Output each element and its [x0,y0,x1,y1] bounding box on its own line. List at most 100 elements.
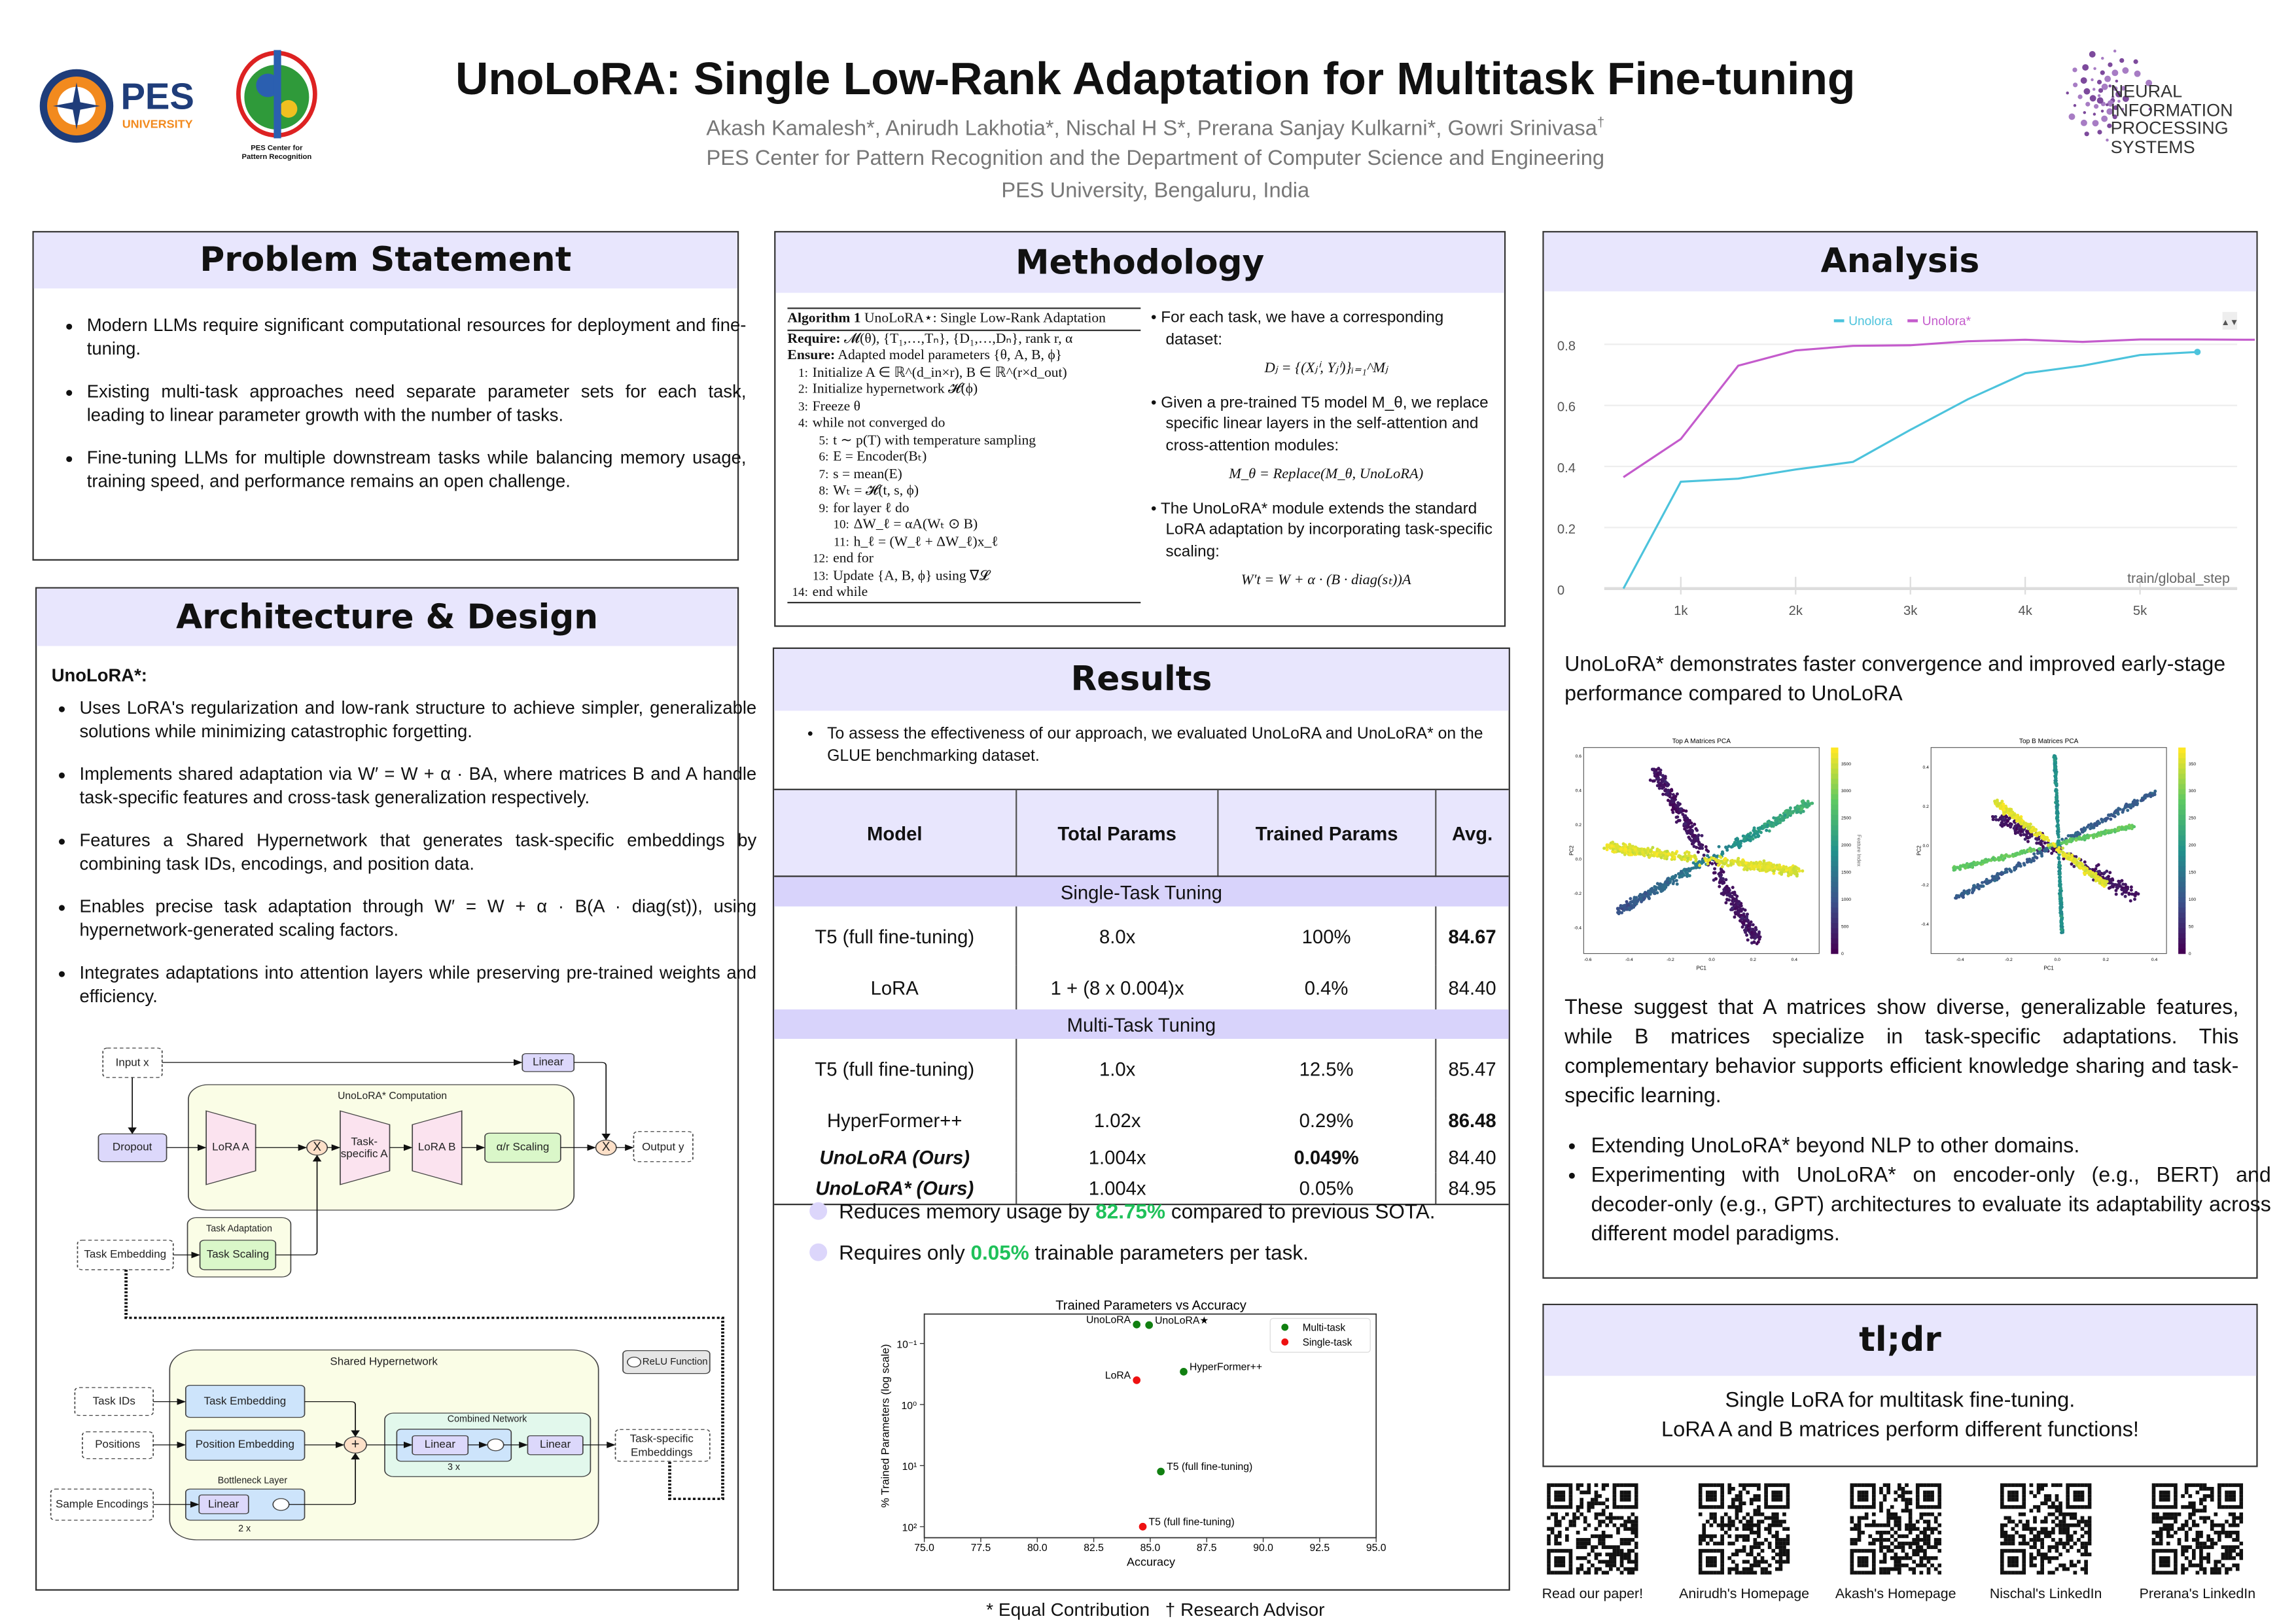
pca-point [2022,862,2026,865]
qr-module [1717,1542,1721,1546]
qr-module [1631,1549,1634,1553]
qr-module [1898,1571,1901,1575]
qr-module [1547,1516,1551,1520]
pca-point [1735,838,1738,841]
qr-code-link[interactable]: Prerana's LinkedIn [2138,1483,2256,1602]
qr-code-icon[interactable] [1699,1483,1790,1574]
colorbar-segment [1831,886,1838,892]
qr-module [1886,1531,1890,1535]
qr-module [2051,1531,2055,1535]
colorbar-segment [1831,763,1838,769]
qr-module [1854,1505,1858,1509]
qr-module [2030,1527,2034,1531]
qr-module [1782,1505,1786,1509]
pca-point [2008,809,2011,812]
qr-module [1919,1560,1923,1564]
qr-code-link[interactable]: Read our paper! [1534,1483,1651,1602]
pca-point [2025,830,2028,833]
qr-module [2240,1520,2244,1524]
colorbar-segment [1831,835,1838,841]
pca-point [1644,851,1648,854]
qr-module [1727,1527,1731,1531]
qr-code-icon[interactable] [1547,1483,1638,1574]
pca-point [2004,871,2007,874]
colorbar-tick-label: 350 [2189,762,2196,767]
colorbar-segment [2178,820,2185,826]
qr-module [2058,1505,2062,1509]
pca-point [2038,847,2041,850]
qr-module [1868,1524,1872,1527]
qr-module [2229,1556,2233,1560]
qr-code-icon[interactable] [2152,1483,2243,1574]
qr-module [2058,1509,2062,1512]
pca-point [1780,873,1783,876]
qr-module [2217,1505,2221,1509]
qr-code-link[interactable]: Akash's Homepage [1837,1483,1954,1602]
qr-module [1699,1560,1703,1564]
qr-module [1598,1520,1602,1524]
qr-module [1623,1552,1627,1556]
label: Position Embedding [196,1438,294,1450]
qr-module [1634,1542,1638,1546]
qr-code-icon[interactable] [2000,1483,2091,1574]
qr-module [1883,1567,1887,1571]
qr-module [1919,1483,1923,1487]
pca-point [1640,898,1643,901]
qr-module [1761,1571,1765,1575]
pca-point [2060,838,2064,841]
qr-module [1742,1560,1746,1564]
qr-code-link[interactable]: Anirudh's Homepage [1686,1483,1803,1602]
pca-point [1643,896,1646,899]
colorbar-tick-label: 150 [2189,871,2196,875]
qr-module [1609,1534,1613,1538]
qr-module [1858,1494,1862,1498]
qr-module [2011,1527,2015,1531]
qr-module [2051,1512,2055,1516]
colorbar-segment [1831,758,1838,763]
qr-module [2221,1531,2225,1535]
qr-module [1901,1491,1905,1495]
qr-module [2084,1505,2088,1509]
pca-point [1718,885,1721,888]
qr-module [1583,1571,1587,1575]
qr-module [2159,1491,2163,1495]
qr-module [1757,1509,1761,1512]
qr-module [2152,1491,2156,1495]
qr-module [2206,1545,2210,1549]
cell-model: T5 (full fine-tuning) [774,907,1016,966]
qr-module [2217,1501,2221,1505]
qr-module [2199,1498,2203,1502]
qr-module [1702,1505,1706,1509]
qr-module [1934,1516,1938,1520]
qr-module [1764,1494,1768,1498]
pca-point [1654,886,1657,890]
pca-point [1788,868,1792,871]
colorbar-segment [2178,913,2185,918]
qr-module [1883,1483,1887,1487]
qr-module [2047,1571,2051,1575]
qr-code-icon[interactable] [1850,1483,1941,1574]
qr-module [1753,1542,1757,1546]
y-tick-label: 10⁻¹ [896,1339,917,1350]
qr-module [2229,1545,2233,1549]
qr-module [1886,1516,1890,1520]
qr-module [2088,1552,2092,1556]
qr-module [1551,1549,1555,1553]
cell-total: 1.004x [1016,1142,1218,1173]
qr-module [1699,1552,1703,1556]
qr-module [2066,1542,2070,1546]
qr-module [1937,1571,1941,1575]
column-header: Model [774,790,1016,877]
qr-module [2199,1560,2203,1564]
qr-code-link[interactable]: Nischal's LinkedIn [1987,1483,2105,1602]
qr-module [2225,1549,2229,1553]
qr-module [2000,1534,2004,1538]
qr-module [2236,1545,2240,1549]
qr-module [2203,1520,2207,1524]
pca-point [1712,871,1716,875]
y-tick-label: 0.2 [1922,805,1929,809]
qr-module [1775,1483,1779,1487]
qr-module [1905,1498,1909,1502]
pca-point [1698,864,1701,867]
